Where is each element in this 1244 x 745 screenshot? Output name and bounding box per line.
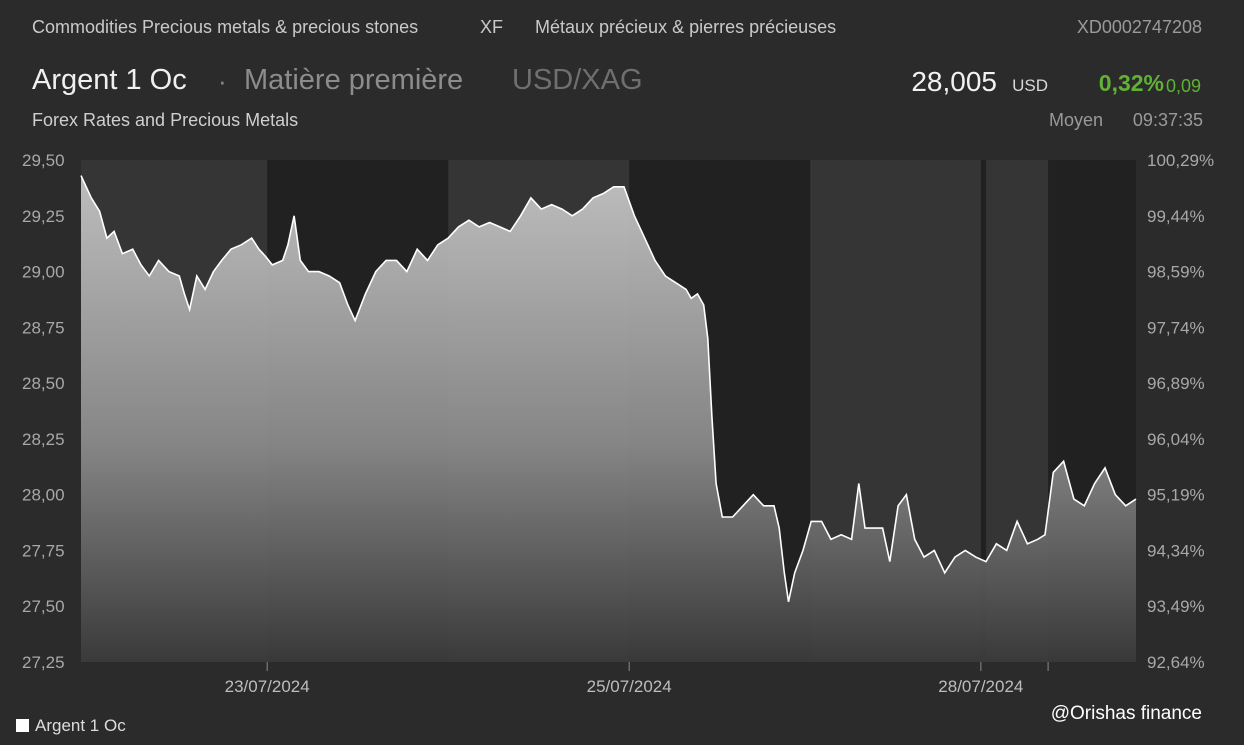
y-tick-label: 27,25 [22,653,65,672]
x-tick-label: 25/07/2024 [587,677,672,696]
instrument-name: Argent 1 Oc [32,64,187,96]
y-tick-label: 28,25 [22,430,65,449]
y-axis-right: 100,29% 99,44% 98,59% 97,74% 96,89% 96,04% 95,… [1147,151,1214,672]
y2-tick-label: 94,34% [1147,541,1205,560]
y-axis-left: 29,50 29,25 29,00 28,75 28,50 28,25 28,00 27,75… [22,151,65,672]
watermark: @Orishas finance [1050,703,1202,724]
price-currency: USD [1012,76,1048,95]
currency-pair: USD/XAG [512,64,643,96]
instrument-type: Matière première [244,64,464,96]
price-chart: 29,50 29,25 29,00 28,75 28,50 28,25 28,00 27,75… [22,151,1214,696]
y2-tick-label: 96,04% [1147,430,1205,449]
y-tick-label: 28,50 [22,374,65,393]
price-type: Moyen [1048,110,1103,130]
y-tick-label: 29,00 [22,263,65,282]
y2-tick-label: 95,19% [1147,486,1205,505]
price-line [80,175,1137,602]
category-french: Métaux précieux & pierres précieuses [535,17,837,37]
y2-tick-label: 97,74% [1147,318,1205,337]
last-price: 28,005 [911,66,997,97]
legend-label: Argent 1 Oc [35,716,126,735]
y2-tick-label: 93,49% [1147,597,1205,616]
x-tick-label: 28/07/2024 [938,677,1023,696]
y-tick-label: 29,50 [22,151,65,170]
isin-code: XD0002747208 [1076,17,1202,37]
legend-swatch [16,719,29,732]
title-separator: · [218,66,227,96]
change-absolute: 0,09 [1165,76,1201,96]
y-tick-label: 27,75 [22,541,65,560]
quote-time: 09:37:35 [1132,110,1203,130]
y-tick-label: 28,00 [22,486,65,505]
category-english: Commodities Precious metals & precious s… [32,17,419,37]
y2-tick-label: 96,89% [1147,374,1205,393]
y2-tick-label: 92,64% [1147,653,1205,672]
data-source: Forex Rates and Precious Metals [32,110,299,130]
y-tick-label: 29,25 [22,207,65,226]
price-area [80,175,1137,662]
y-tick-label: 27,50 [22,597,65,616]
change-percent: 0,32% [1098,70,1164,96]
y-tick-label: 28,75 [22,318,65,337]
y2-tick-label: 99,44% [1147,207,1205,226]
legend-item[interactable]: Argent 1 Oc [16,716,126,736]
y2-tick-label: 100,29% [1147,151,1214,170]
y2-tick-label: 98,59% [1147,263,1205,282]
x-axis: 23/07/2024 25/07/2024 28/07/2024 [225,662,1049,696]
x-tick-label: 23/07/2024 [225,677,310,696]
market-code: XF [480,17,504,37]
